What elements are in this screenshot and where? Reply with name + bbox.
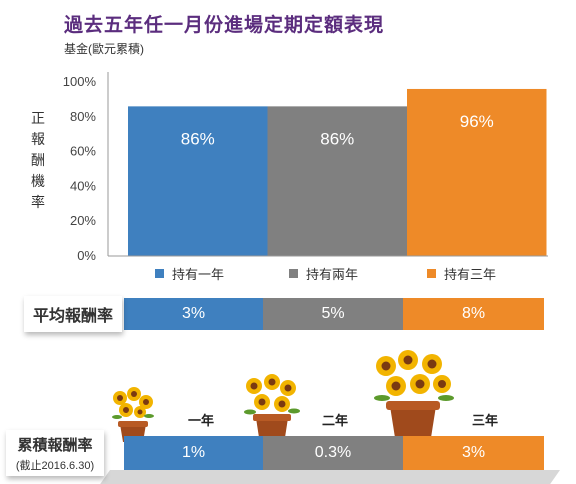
medium-flower-pot-icon <box>244 374 300 444</box>
average-return-two-year: 5% <box>263 298 403 330</box>
cumulative-strip-shadow <box>100 470 561 484</box>
legend-swatch-one-year <box>155 269 164 278</box>
bar-value-label-1: 86% <box>181 129 215 148</box>
bar-1 <box>128 106 268 256</box>
y-tick-label: 80% <box>70 109 96 124</box>
chart-subtitle: 基金(歐元累積) <box>64 42 144 56</box>
cumulative-return-strip: 1% 0.3% 3% <box>124 436 544 470</box>
cumulative-return-one-year: 1% <box>124 436 263 470</box>
chart-title: 過去五年任一月份進場定期定額表現 <box>64 15 385 36</box>
y-tick-label: 20% <box>70 213 96 228</box>
average-return-three-year: 8% <box>403 298 544 330</box>
cumulative-return-two-year: 0.3% <box>263 436 403 470</box>
legend-item-one-year: 持有一年 <box>155 264 224 283</box>
pot-label-two-year: 二年 <box>322 413 349 428</box>
bar-2 <box>267 106 407 256</box>
large-flower-pot-icon <box>374 350 454 444</box>
y-tick-label: 0% <box>77 248 96 263</box>
bar-chart: 0% 20% 40% 60% 80% 100% 86% 86% 96% <box>63 72 548 263</box>
average-return-strip: 3% 5% 8% <box>124 298 544 330</box>
y-axis-label: 正報酬機率 <box>31 110 45 210</box>
pot-label-one-year: 一年 <box>188 413 215 428</box>
bar-value-label-3: 96% <box>460 112 494 131</box>
legend-label-one-year: 持有一年 <box>172 267 225 282</box>
cumulative-return-label-box: 累積報酬率 (截止2016.6.30) <box>6 430 104 476</box>
cumulative-return-three-year: 3% <box>403 436 544 470</box>
small-flower-pot-icon <box>112 387 154 442</box>
y-tick-label: 100% <box>63 74 97 89</box>
legend-swatch-two-year <box>289 269 298 278</box>
cumulative-return-note: (截止2016.6.30) <box>15 459 95 472</box>
legend-label-three-year: 持有三年 <box>444 267 497 282</box>
y-tick-label: 40% <box>70 178 96 193</box>
y-tick-label: 60% <box>70 144 96 159</box>
average-return-one-year: 3% <box>124 298 263 330</box>
pot-label-three-year: 三年 <box>472 413 499 428</box>
cumulative-return-label: 累積報酬率 <box>17 436 93 454</box>
bar-3 <box>407 88 547 257</box>
bar-value-label-2: 86% <box>320 129 354 148</box>
average-return-label: 平均報酬率 <box>24 296 122 332</box>
legend-item-two-year: 持有兩年 <box>289 264 358 283</box>
legend-label-two-year: 持有兩年 <box>306 267 359 282</box>
legend-item-three-year: 持有三年 <box>427 264 496 283</box>
legend-swatch-three-year <box>427 269 436 278</box>
